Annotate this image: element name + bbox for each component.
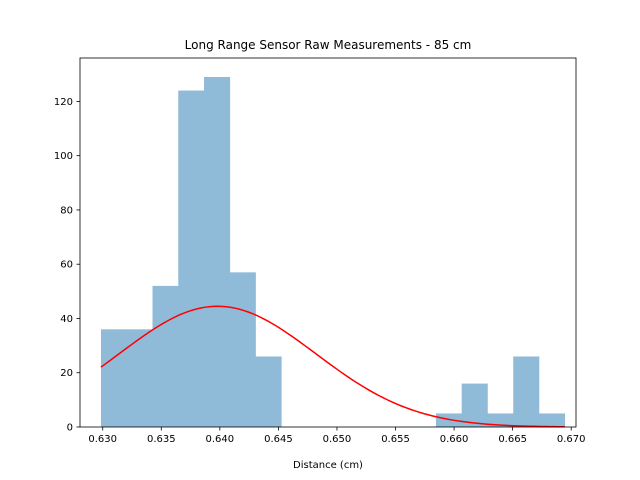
x-tick-label: 0.635: [147, 434, 176, 445]
x-axis-ticks: 0.630 0.635 0.640 0.645 0.650 0.655 0.660 0.665…: [88, 427, 586, 445]
x-axis-label: Distance (cm): [293, 460, 363, 471]
y-tick-label: 0: [67, 423, 73, 434]
histogram-bar-0: [100, 329, 128, 427]
x-tick-label: 0.665: [498, 434, 527, 445]
histogram-bar-6: [255, 356, 282, 427]
histogram-bar-4: [204, 76, 231, 427]
x-tick-label: 0.660: [440, 434, 469, 445]
histogram-bar-5: [229, 272, 256, 427]
y-tick-label: 120: [54, 97, 73, 108]
x-tick-label: 0.655: [381, 434, 410, 445]
histogram-bar-1: [126, 329, 153, 427]
histogram-bar-2: [152, 285, 179, 427]
x-tick-label: 0.645: [264, 434, 293, 445]
x-tick-label: 0.640: [206, 434, 235, 445]
histogram-bar-15: [487, 413, 514, 427]
histogram-bar-14: [461, 383, 488, 427]
x-tick-label: 0.630: [88, 434, 117, 445]
y-axis-ticks: 0 20 40 60 80 100 120: [54, 97, 80, 434]
y-tick-label: 20: [60, 368, 73, 379]
fit-curve-group: [100, 305, 565, 428]
y-tick-label: 100: [54, 151, 73, 162]
x-tick-label: 0.650: [323, 434, 352, 445]
histogram-bars: [100, 76, 566, 427]
fit-curve-line: [100, 305, 565, 428]
histogram-bar-3: [178, 90, 205, 427]
y-tick-label: 80: [60, 205, 73, 216]
chart-title: Long Range Sensor Raw Measurements - 85 …: [185, 38, 472, 52]
histogram-bar-16: [513, 356, 540, 427]
y-tick-label: 40: [60, 314, 73, 325]
histogram-bar-13: [435, 413, 462, 427]
x-tick-label: 0.670: [557, 434, 586, 445]
histogram-bar-17: [538, 413, 566, 427]
plot-frame: [79, 57, 577, 428]
y-tick-label: 60: [60, 260, 73, 271]
